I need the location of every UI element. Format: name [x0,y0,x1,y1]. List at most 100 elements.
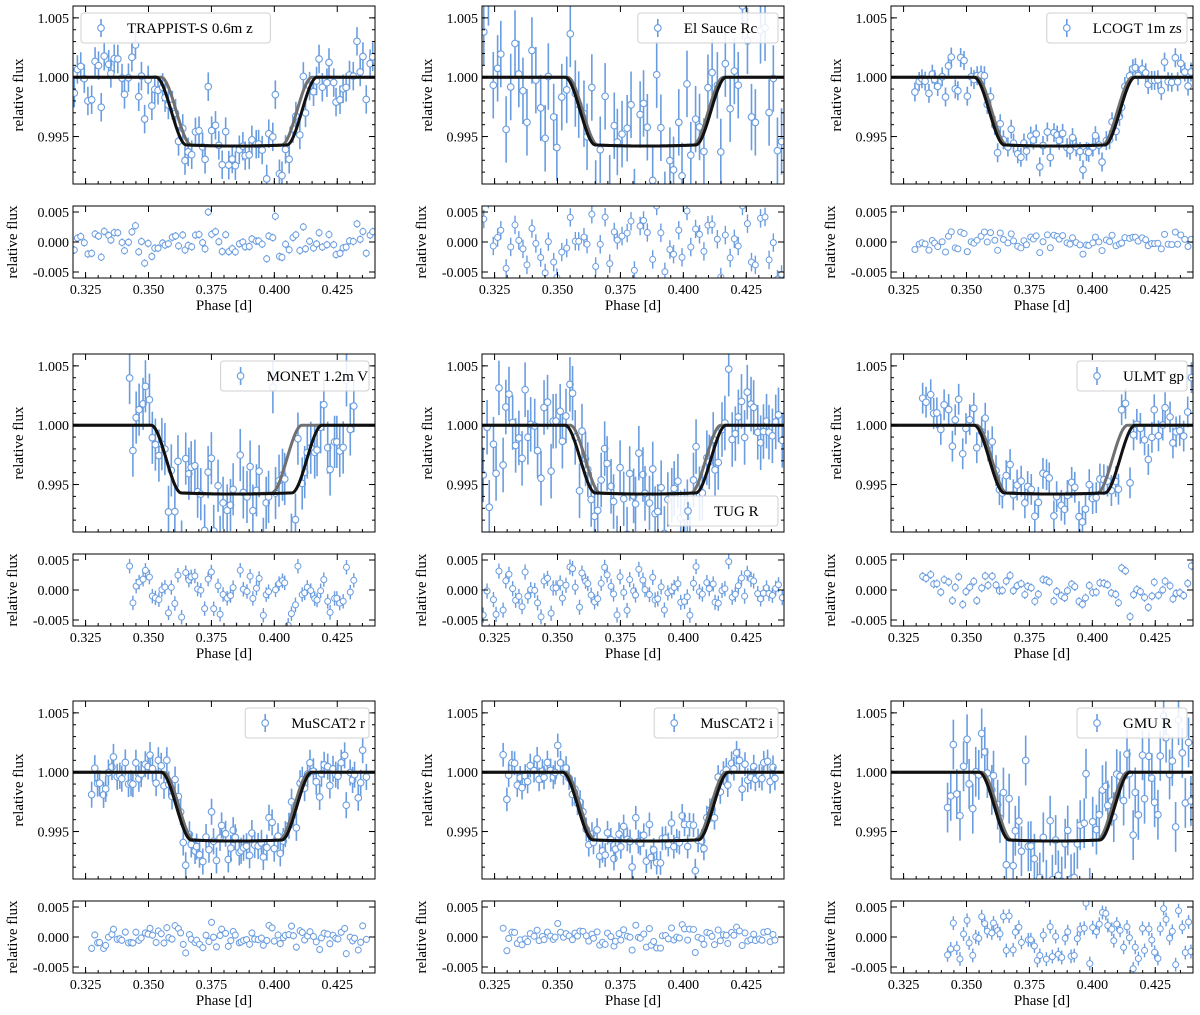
data-point [231,161,240,170]
residual-point [483,587,491,595]
data-point [596,145,605,154]
data-point [592,190,599,197]
data-point [657,483,666,492]
xtick-label: 0.425 [322,631,354,646]
residual-point [1066,240,1074,248]
legend-label: El Sauce Rc [684,21,758,37]
data-point [151,440,160,449]
bottom-ytick-label: 0.000 [447,931,479,946]
residual-point [97,253,105,261]
residual-point [1073,935,1081,943]
residual-point [674,580,682,588]
residual-point [640,216,648,224]
data-point [502,125,510,134]
residual-point [1154,591,1162,599]
data-point [631,500,640,508]
top-ylabel: relative flux [420,406,436,479]
bottom-axes-frame [72,205,376,279]
data-point [496,50,505,58]
residual-point [686,611,694,619]
residual-point [1091,233,1099,241]
residual-point [589,934,597,942]
residual-point [210,605,218,613]
residual-point [339,597,347,605]
data-point [306,758,314,767]
residual-point [627,217,635,225]
data-point [778,436,784,445]
bottom-ytick-label: 0.005 [447,554,479,569]
data-point [777,137,784,146]
top-ylabel: relative flux [11,58,27,131]
residual-point [575,237,583,245]
residual-point [927,571,935,579]
top-ytick-label: 1.005 [38,12,70,27]
legend: TUG R [667,495,779,527]
data-point [988,437,997,446]
residual-point [649,255,657,263]
model-curve-primary [482,423,784,496]
bottom-ytick-label: 0.005 [447,206,479,221]
data-point [358,746,367,755]
legend-box [667,495,779,527]
data-point [1117,405,1126,414]
bottom-ytick-label: 0.000 [856,236,888,251]
residual-point [730,931,738,939]
model-curve-primary [891,423,1193,496]
residual-point [657,944,665,952]
residual-point [356,235,364,243]
residual-point [765,256,773,264]
legend-marker [670,719,679,727]
data-point [236,451,245,459]
bottom-ytick-label: 0.000 [447,236,479,251]
data-point [1126,479,1134,487]
residual-point [1130,591,1138,599]
bottom-ytick-label: 0.000 [447,584,479,599]
residual-point [1120,943,1128,951]
xlabel: Phase [d] [1014,646,1070,662]
data-point [1091,131,1100,140]
residual-point [1015,923,1023,931]
top-data-points [87,737,371,879]
data-point [711,466,719,474]
data-point [666,156,674,165]
residual-point [954,245,962,253]
data-point [337,758,346,767]
data-point [639,831,648,840]
residual-point [1138,924,1146,932]
data-point [342,801,351,810]
residual-point [778,594,784,602]
residual-point [91,931,99,939]
data-point [751,118,760,127]
data-point [181,861,190,870]
residual-point [1052,933,1060,941]
residual-point [640,930,648,938]
data-point [268,133,277,141]
residual-point [248,929,256,937]
model-curves [482,75,784,148]
residual-point [1118,239,1126,247]
residual-point [1007,230,1015,238]
bottom-ytick-label: 0.005 [38,901,70,916]
data-point [1140,794,1149,803]
residual-point [202,931,210,939]
data-point [129,780,137,788]
data-point [738,785,747,793]
residual-point [1145,925,1153,933]
legend-label: TUG R [714,504,759,520]
residual-point [594,595,602,603]
residual-point [342,563,350,571]
data-point [740,433,749,442]
legend-marker [261,719,270,727]
residual-point [137,237,145,245]
legend-marker [1093,719,1101,727]
residual-point [139,575,147,583]
data-point [171,775,179,784]
top-ytick-label: 0.995 [38,479,70,494]
residual-point [494,234,502,242]
residual-point [1180,592,1188,600]
data-point [568,389,577,398]
residual-point [689,925,697,933]
legend-label: ULMT gp [1123,369,1184,385]
residual-point [499,924,507,932]
data-point [120,90,129,99]
